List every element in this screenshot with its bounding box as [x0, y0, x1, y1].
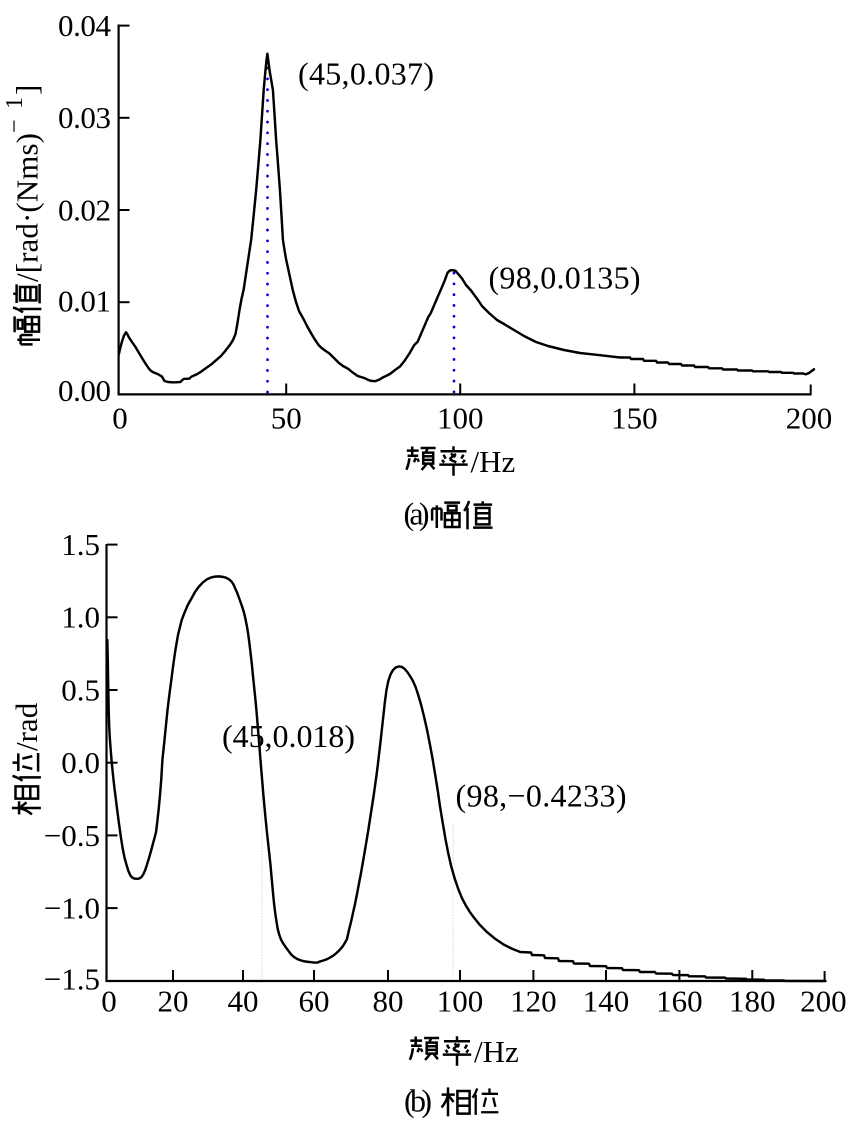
- svg-text:50: 50: [271, 401, 302, 436]
- svg-text:0.5: 0.5: [61, 672, 100, 707]
- svg-text:0: 0: [112, 401, 128, 436]
- svg-text:0.0: 0.0: [61, 745, 100, 780]
- svg-text:/Hz: /Hz: [474, 1034, 519, 1069]
- svg-text:−0.5: −0.5: [44, 818, 100, 853]
- svg-text:(b): (b): [404, 1083, 432, 1119]
- svg-text:0.02: 0.02: [58, 192, 111, 227]
- svg-text:150: 150: [611, 401, 658, 436]
- svg-text:0.03: 0.03: [58, 100, 111, 135]
- svg-text:20: 20: [158, 984, 189, 1019]
- svg-text:]: ]: [10, 85, 45, 95]
- svg-text:−1.0: −1.0: [44, 891, 100, 926]
- svg-text:(98,−0.4233): (98,−0.4233): [456, 778, 627, 814]
- svg-text:1.0: 1.0: [61, 600, 100, 635]
- svg-text:100: 100: [437, 984, 484, 1019]
- svg-text:120: 120: [510, 984, 557, 1019]
- svg-text:140: 140: [583, 984, 630, 1019]
- svg-text:200: 200: [800, 984, 847, 1019]
- svg-text:100: 100: [437, 401, 484, 436]
- svg-text:0.04: 0.04: [58, 8, 112, 43]
- svg-text:200: 200: [786, 401, 833, 436]
- svg-text:/Hz: /Hz: [471, 444, 516, 479]
- svg-text:/rad: /rad: [9, 702, 44, 751]
- svg-text:(98,0.0135): (98,0.0135): [489, 259, 641, 295]
- svg-text:0: 0: [101, 984, 117, 1019]
- svg-text:180: 180: [729, 984, 776, 1019]
- svg-text:80: 80: [373, 984, 404, 1019]
- svg-text:0.01: 0.01: [58, 283, 111, 318]
- svg-text:0.00: 0.00: [58, 373, 111, 408]
- svg-text:/[rad·(Nms): /[rad·(Nms): [10, 133, 45, 282]
- svg-text:160: 160: [656, 984, 703, 1019]
- svg-text:(a): (a): [404, 496, 430, 532]
- svg-text:−1.5: −1.5: [44, 962, 100, 997]
- svg-text:(45,0.018): (45,0.018): [222, 718, 355, 754]
- svg-text:(45,0.037): (45,0.037): [298, 55, 434, 91]
- svg-text:1.5: 1.5: [61, 527, 100, 562]
- svg-text:40: 40: [228, 984, 259, 1019]
- svg-text:60: 60: [299, 984, 330, 1019]
